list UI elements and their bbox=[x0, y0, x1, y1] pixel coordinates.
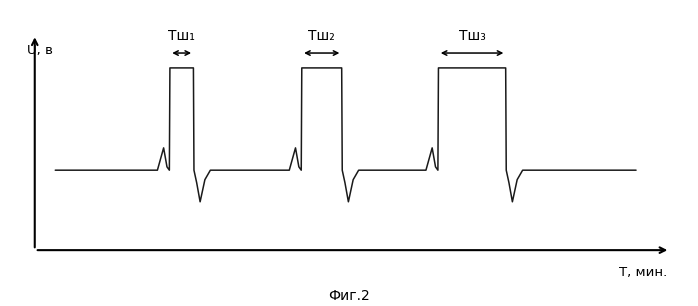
Text: Тш₃: Тш₃ bbox=[459, 29, 486, 43]
Text: T, мин.: T, мин. bbox=[618, 266, 667, 279]
Text: U, в: U, в bbox=[27, 44, 52, 57]
Text: Тш₁: Тш₁ bbox=[168, 29, 195, 43]
Text: Фиг.2: Фиг.2 bbox=[328, 289, 370, 303]
Text: Тш₂: Тш₂ bbox=[309, 29, 335, 43]
